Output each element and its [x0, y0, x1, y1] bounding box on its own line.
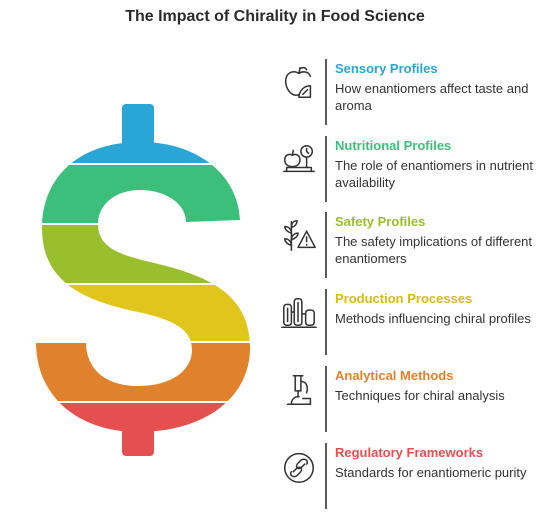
- link-circle-icon: [283, 452, 315, 483]
- item-safety-profiles: Safety Profiles The safety implications …: [278, 212, 550, 284]
- item-title: Analytical Methods: [335, 368, 454, 383]
- band-production: [36, 285, 250, 341]
- item-title: Nutritional Profiles: [335, 138, 452, 153]
- item-description: Techniques for chiral analysis: [335, 388, 505, 403]
- item-description: The safety implications of different ena…: [335, 234, 533, 266]
- item-production-processes: Production Processes Methods influencing…: [278, 289, 550, 361]
- item-description: How enantiomers affect taste and aroma: [335, 81, 529, 113]
- plant-warning-icon: [283, 219, 316, 251]
- scale-apple-icon: [283, 144, 315, 173]
- item-regulatory-frameworks: Regulatory Frameworks Standards for enan…: [278, 443, 550, 515]
- dollar-sign-graphic: [36, 104, 250, 456]
- item-title: Sensory Profiles: [335, 61, 438, 76]
- page-title: The Impact of Chirality in Food Science: [125, 8, 425, 25]
- factory-icon: [281, 297, 317, 328]
- band-nutritional: [36, 165, 250, 223]
- microscope-icon: [286, 374, 312, 405]
- band-analytical: [36, 343, 250, 401]
- band-safety: [36, 225, 250, 283]
- item-description: Methods influencing chiral profiles: [335, 311, 531, 326]
- item-description: The role of enantiomers in nutrient avai…: [335, 158, 533, 190]
- item-nutritional-profiles: Nutritional Profiles The role of enantio…: [278, 136, 550, 208]
- item-title: Safety Profiles: [335, 214, 426, 229]
- item-analytical-methods: Analytical Methods Techniques for chiral…: [278, 366, 550, 438]
- apple-slice-icon: [284, 66, 312, 98]
- band-sensory: [36, 104, 250, 163]
- item-sensory-profiles: Sensory Profiles How enantiomers affect …: [278, 59, 550, 131]
- item-title: Production Processes: [335, 291, 473, 306]
- item-title: Regulatory Frameworks: [335, 445, 484, 460]
- band-regulatory: [36, 403, 250, 456]
- item-description: Standards for enantiomeric purity: [335, 465, 527, 480]
